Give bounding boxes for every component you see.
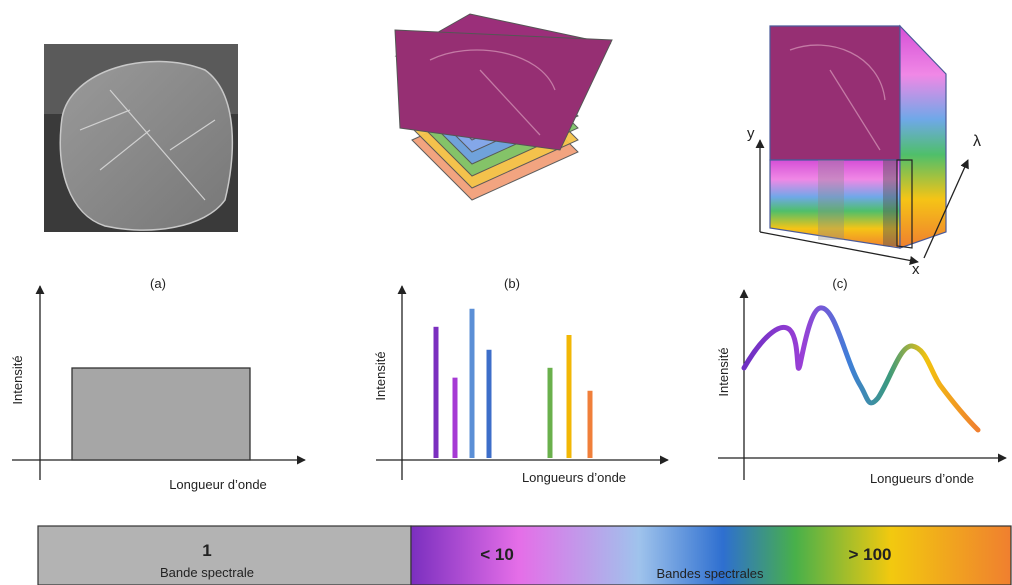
legend-right-number: > 100 bbox=[848, 545, 891, 564]
graph-b-bars bbox=[433, 308, 593, 458]
graph-b-band-bar-6 bbox=[566, 335, 572, 458]
graph-b-band-bar-7 bbox=[587, 390, 593, 458]
graph-a-ylabel: Intensité bbox=[10, 355, 25, 404]
panel-a-caption: (a) bbox=[150, 276, 166, 291]
graph-b-band-bar-4 bbox=[486, 349, 492, 458]
legend-right-label: Bandes spectrales bbox=[657, 566, 764, 581]
legend-bar bbox=[37, 525, 1012, 585]
panel-c-axes bbox=[755, 139, 969, 265]
graph-b bbox=[376, 285, 669, 480]
graph-b-band-bar-2 bbox=[452, 377, 458, 458]
cube-axis-x-label: x bbox=[912, 261, 920, 278]
graph-a-xlabel: Longueur d’onde bbox=[169, 477, 267, 492]
graph-c bbox=[718, 289, 1007, 480]
legend-left-number: 1 bbox=[202, 541, 211, 560]
legend-multi-band-block bbox=[410, 525, 1012, 585]
graph-b-band-bar-1 bbox=[433, 326, 439, 458]
legend-mid-number: < 10 bbox=[480, 545, 514, 564]
leaf-shape bbox=[59, 60, 234, 231]
cube-axis-y-label: y bbox=[747, 125, 755, 142]
panel-c-caption: (c) bbox=[832, 276, 847, 291]
cube-axis-lambda-label: λ bbox=[973, 133, 981, 150]
legend-single-band-block bbox=[37, 525, 412, 585]
panel-b-layer-stack bbox=[394, 13, 613, 201]
panel-b-caption: (b) bbox=[504, 276, 520, 291]
graph-b-band-bar-3 bbox=[469, 308, 475, 458]
legend-left-label: Bande spectrale bbox=[160, 565, 254, 580]
panel-a-image bbox=[44, 44, 238, 232]
graph-a bbox=[12, 285, 306, 480]
graph-b-ylabel: Intensité bbox=[373, 351, 388, 400]
graph-c-xlabel: Longueurs d’onde bbox=[870, 471, 974, 486]
graph-c-ylabel: Intensité bbox=[716, 347, 731, 396]
graph-b-xlabel: Longueurs d’onde bbox=[522, 470, 626, 485]
graph-c-spectrum-curve bbox=[741, 305, 981, 433]
panel-c-cube bbox=[769, 24, 947, 249]
graph-b-band-bar-5 bbox=[547, 367, 553, 458]
graph-a-band-rect bbox=[71, 367, 251, 461]
